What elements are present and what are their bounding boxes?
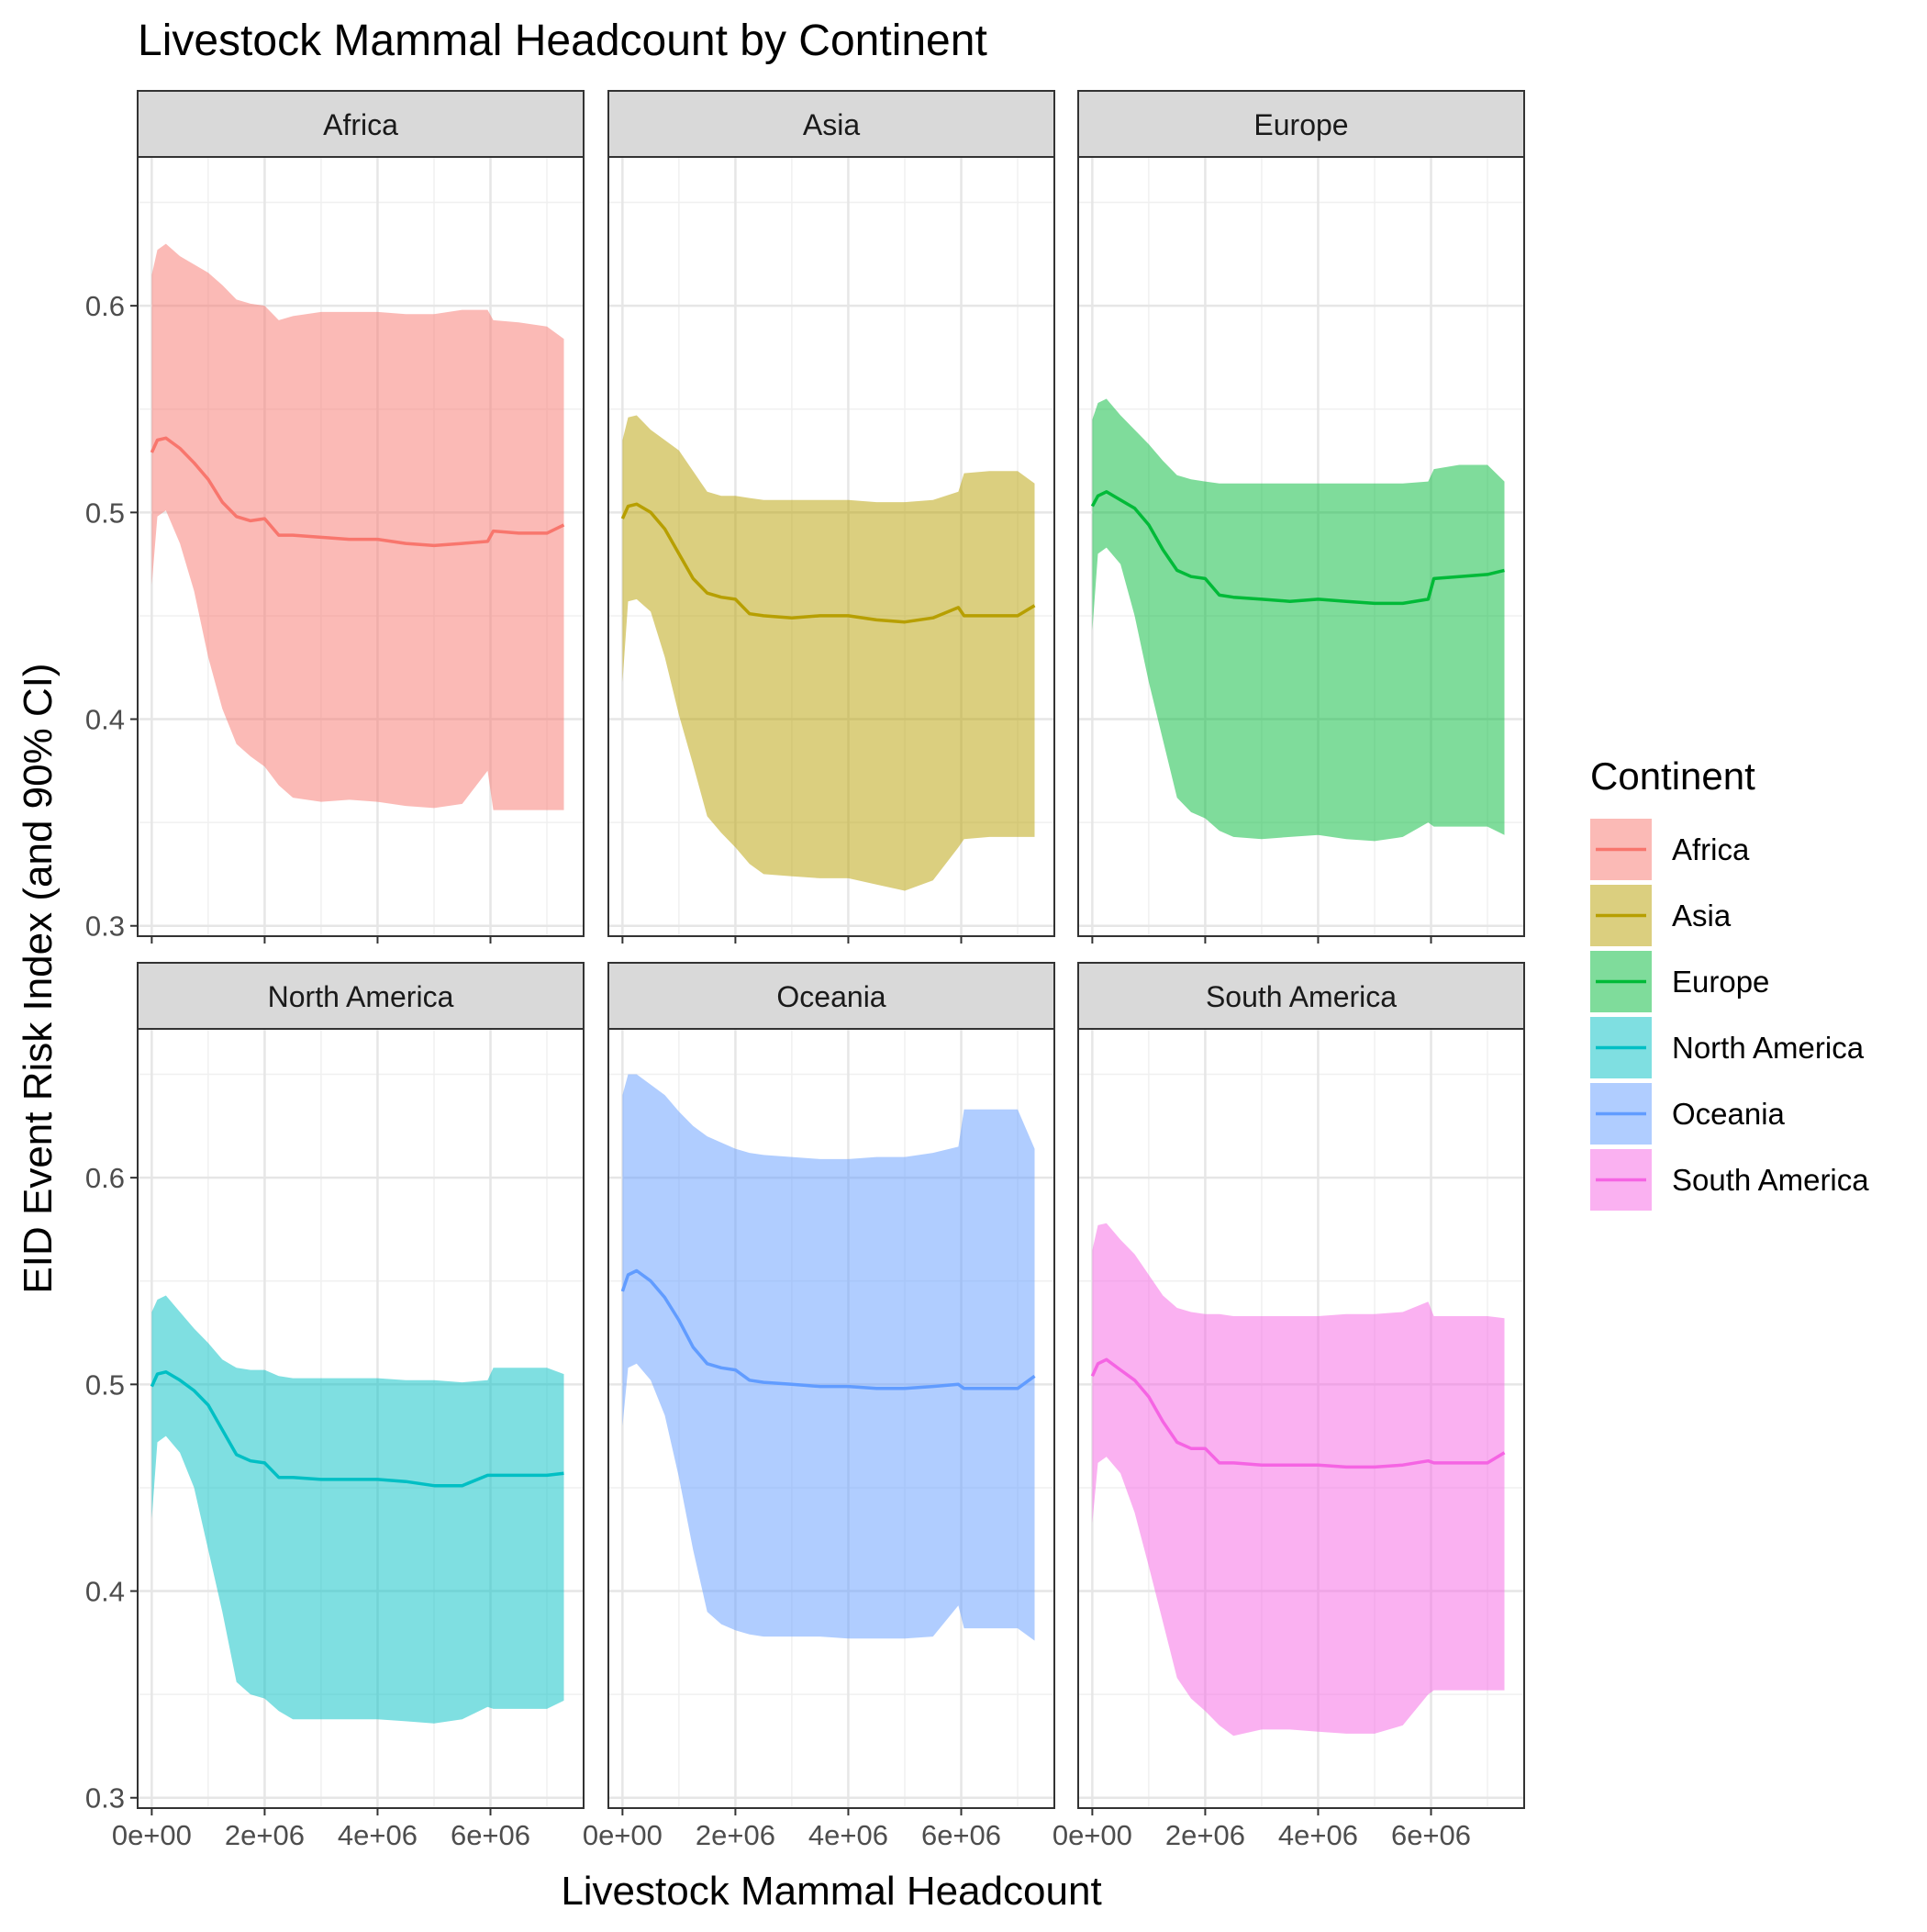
x-tick-label: 2e+06 (225, 1819, 305, 1851)
ci-ribbon-africa (151, 243, 564, 810)
x-tick-label: 6e+06 (921, 1819, 1001, 1851)
series-line-south-america (1090, 1357, 1506, 1469)
x-tick-label: 2e+06 (1165, 1819, 1245, 1851)
legend-item-oceania: Oceania (1590, 1083, 1786, 1145)
facet-strip-label-south-america: South America (1206, 980, 1397, 1013)
facet-panel-asia: Asia (607, 90, 1055, 944)
legend: Continent Africa Asia Europe North America O… (1590, 754, 1869, 1211)
x-tick-label: 4e+06 (1278, 1819, 1358, 1851)
legend-label-europe: Europe (1672, 965, 1769, 999)
facet-panel-oceania: Oceania 0e+00 2e+06 4e+06 6e+06 (583, 962, 1055, 1851)
legend-title: Continent (1590, 754, 1755, 798)
y-tick-label: 0.3 (85, 1782, 125, 1815)
y-tick-label: 0.5 (85, 1368, 125, 1401)
facet-strip (607, 90, 1055, 158)
legend-label-oceania: Oceania (1672, 1097, 1786, 1131)
legend-item-south-america: South America (1590, 1149, 1869, 1211)
y-tick-label: 0.4 (85, 1576, 125, 1608)
facet-panel-south-america: South America 0e+00 2e+06 4e+06 6e+06 (1053, 962, 1525, 1851)
legend-item-asia: Asia (1590, 885, 1732, 946)
legend-label-africa: Africa (1672, 832, 1750, 866)
legend-item-north-america: North America (1590, 1017, 1865, 1078)
y-tick-label: 0.4 (85, 704, 125, 736)
ci-ribbon-europe (1092, 398, 1505, 842)
series-line-africa (150, 436, 565, 548)
x-tick-label: 2e+06 (696, 1819, 775, 1851)
x-tick-label: 6e+06 (451, 1819, 530, 1851)
y-tick-label: 0.6 (85, 1162, 125, 1194)
legend-label-south-america: South America (1672, 1163, 1869, 1197)
facet-strip-label-north-america: North America (268, 980, 454, 1013)
x-tick-label: 0e+00 (1053, 1819, 1132, 1851)
y-tick-label: 0.3 (85, 910, 125, 943)
series-line-oceania (620, 1268, 1036, 1390)
x-tick-label: 4e+06 (338, 1819, 418, 1851)
x-tick-label: 0e+00 (583, 1819, 663, 1851)
series-line-asia (620, 502, 1036, 624)
chart-title: Livestock Mammal Headcount by Continent (138, 17, 987, 65)
series-line-europe (1090, 490, 1505, 606)
facet-panels: Africa 0.3 0.4 0.5 0.6 Asia Europe North Americ… (85, 90, 1525, 1851)
x-tick-label: 6e+06 (1391, 1819, 1471, 1851)
facet-panel-europe: Europe (1077, 90, 1525, 944)
legend-item-europe: Europe (1590, 951, 1769, 1012)
ci-ribbon-asia (622, 415, 1035, 891)
x-tick-label: 4e+06 (808, 1819, 888, 1851)
y-tick-label: 0.6 (85, 290, 125, 322)
ci-ribbon-south-america (1092, 1223, 1505, 1737)
facet-strip-label-europe: Europe (1253, 108, 1348, 141)
x-tick-label: 0e+00 (112, 1819, 192, 1851)
facet-strip (137, 962, 585, 1030)
facet-strip-label-africa: Africa (323, 108, 398, 141)
legend-item-africa: Africa (1590, 819, 1750, 880)
facet-strip (137, 90, 585, 158)
facet-strip-label-oceania: Oceania (776, 980, 886, 1013)
facet-strip-label-asia: Asia (803, 108, 860, 141)
facet-strip (607, 962, 1055, 1030)
y-tick-label: 0.5 (85, 497, 125, 529)
facet-strip (1077, 90, 1525, 158)
legend-label-asia: Asia (1672, 899, 1732, 932)
legend-label-north-america: North America (1672, 1031, 1865, 1065)
facet-panel-africa: Africa 0.3 0.4 0.5 0.6 (85, 90, 585, 944)
facet-strip (1077, 962, 1525, 1030)
y-axis-label: EID Event Risk Index (and 90% CI) (16, 663, 61, 1293)
ci-ribbon-north-america (151, 1295, 564, 1724)
facet-panel-north-america: North America 0.3 0.4 0.5 0.6 0e+00 2e+06 4e+06… (85, 962, 585, 1851)
series-line-north-america (150, 1370, 564, 1488)
ci-ribbon-oceania (622, 1074, 1035, 1641)
x-axis-label: Livestock Mammal Headcount (561, 1869, 1101, 1914)
